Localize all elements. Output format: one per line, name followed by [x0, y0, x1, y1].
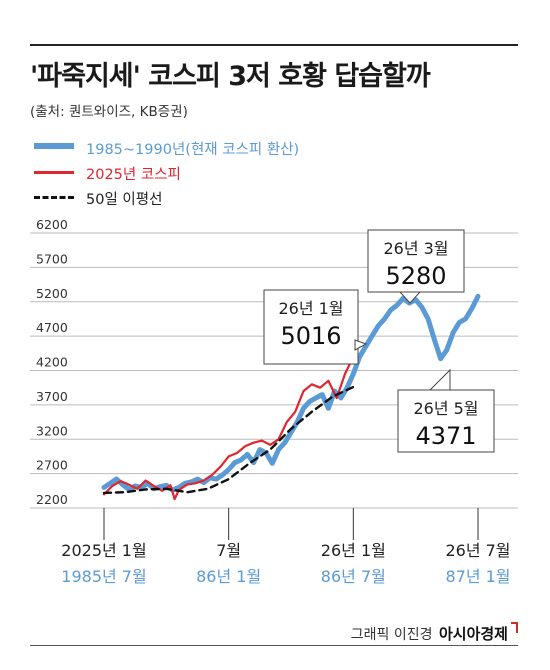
x-tick-label: 7월 — [216, 541, 241, 560]
legend-item-ma50: 50일 이평선 — [34, 186, 324, 211]
x-tick-label-secondary: 86년 1월 — [196, 567, 261, 586]
legend-swatch-blue — [34, 143, 74, 149]
callout-value: 4371 — [415, 422, 476, 450]
y-tick-label: 2200 — [36, 492, 68, 507]
legend-label-2025: 2025년 코스피 — [86, 167, 181, 183]
y-tick-label: 2700 — [36, 458, 68, 473]
x-tick-label-secondary: 86년 7월 — [321, 567, 386, 586]
legend-swatch-red — [34, 171, 74, 174]
credit-brand: 아시아경제 — [438, 625, 508, 643]
y-tick-label: 4700 — [36, 320, 68, 335]
callout-box — [263, 289, 359, 365]
x-tick-label: 26년 1월 — [321, 541, 386, 560]
callout-pointer — [354, 339, 368, 351]
x-tick-label-secondary: 87년 1월 — [445, 567, 510, 586]
chart-legend: 1985~1990년(현재 코스피 환산) 2025년 코스피 50일 이평선 — [34, 136, 324, 211]
y-tick-label: 5700 — [36, 251, 68, 266]
legend-item-2025: 2025년 코스피 — [34, 161, 324, 186]
brand-mark-icon — [511, 622, 518, 633]
callout-pointer — [398, 291, 422, 304]
x-tick-label: 2025년 1월 — [61, 541, 146, 560]
credit-designer: 그래픽 이진경 — [350, 627, 433, 643]
callout-date: 26년 5월 — [413, 399, 478, 418]
footer-rule — [30, 645, 518, 646]
legend-swatch-dashed — [34, 196, 74, 199]
callout-box — [367, 229, 465, 293]
y-tick-label: 5200 — [36, 286, 68, 301]
graphic-credit: 그래픽 이진경 아시아경제 — [351, 622, 518, 644]
series-line-1985-1990 — [101, 293, 481, 493]
chart-title: '파죽지세' 코스피 3저 호황 답습할까 — [30, 61, 431, 92]
callout-pointer — [428, 368, 451, 391]
y-tick-label: 3200 — [36, 423, 68, 438]
callout-date: 26년 3월 — [383, 239, 448, 258]
legend-label-1985-1990: 1985~1990년(현재 코스피 환산) — [86, 142, 300, 158]
callout-date: 26년 1월 — [278, 299, 343, 318]
legend-label-ma50: 50일 이평선 — [86, 192, 163, 208]
y-tick-label: 4200 — [36, 355, 68, 370]
chart-source: (출처: 퀀트와이즈, KB증권) — [30, 104, 188, 120]
y-tick-label: 6200 — [36, 217, 68, 232]
legend-item-1985-1990: 1985~1990년(현재 코스피 환산) — [34, 136, 324, 161]
y-tick-label: 3700 — [36, 389, 68, 404]
title-rule — [30, 44, 518, 46]
x-tick-label: 26년 7월 — [445, 541, 510, 560]
callout-box — [397, 389, 495, 453]
x-tick-label-secondary: 1985년 7월 — [61, 567, 146, 586]
callout-value: 5280 — [385, 262, 446, 290]
callout-value: 5016 — [280, 322, 341, 350]
series-line-ma50 — [102, 385, 355, 495]
series-line-2025 — [102, 355, 355, 501]
